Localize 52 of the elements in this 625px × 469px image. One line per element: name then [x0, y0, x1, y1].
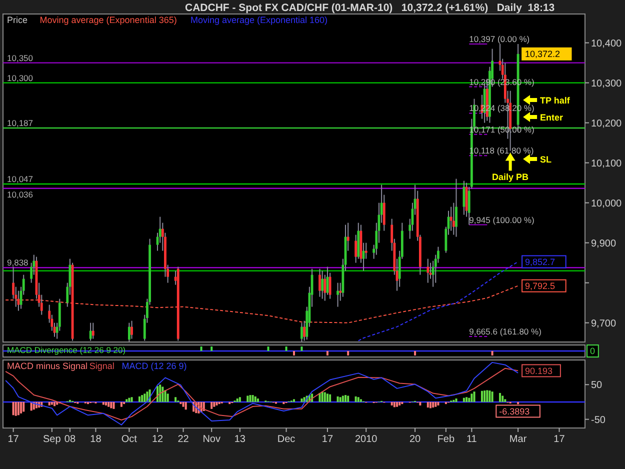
y-tick-label: 10,000: [591, 198, 622, 210]
y-tick-label: 10,200: [591, 118, 622, 130]
x-tick-label: 20: [409, 434, 422, 445]
y-tick-label: 10,100: [591, 158, 622, 170]
text: Signal: [89, 361, 114, 371]
y-tick-label: 10,300: [591, 78, 622, 90]
annotation: TP half: [540, 96, 571, 106]
x-tick-label: 17: [322, 434, 334, 445]
annotation: 10,372.2: [525, 49, 560, 60]
x-tick-label: 13: [234, 434, 246, 445]
y-tick-label: -50: [591, 414, 606, 426]
ref-line-label: 10,036: [7, 189, 34, 200]
data-label: 9,945 (100.00 %): [469, 214, 534, 225]
text: Moving average (Exponential 160): [190, 15, 328, 25]
ref-line-label: 10,350: [7, 52, 34, 63]
data-label: -6.3893: [499, 406, 530, 416]
x-tick-label: Sep: [43, 434, 62, 445]
x-tick-label: 11: [466, 434, 478, 445]
ref-line-label: 10,187: [7, 118, 34, 128]
x-tick-label: 12: [152, 434, 164, 445]
data-label: 9,792.5: [525, 281, 556, 291]
data-label: 9,852.7: [525, 256, 556, 267]
x-tick-label: Oct: [121, 434, 138, 445]
y-tick-label: 9,900: [591, 238, 616, 250]
ref-line-label: 10,300: [7, 72, 34, 83]
x-tick-label: 2010: [354, 434, 378, 445]
y-tick-label: 10,400: [591, 38, 622, 50]
data-label: 90.193: [525, 366, 553, 376]
x-tick-label: 08: [64, 434, 76, 445]
x-tick-label: Nov: [202, 434, 220, 445]
annotation: Enter: [540, 112, 564, 122]
x-tick-label: 17: [554, 434, 566, 445]
text: MACD minus Signal: [7, 361, 88, 371]
x-tick-label: Dec: [277, 434, 296, 445]
y-tick-label: 50: [591, 380, 603, 392]
x-tick-label: 18: [90, 434, 102, 445]
x-tick-label: 22: [178, 434, 190, 445]
x-tick-label: Mar: [509, 434, 528, 445]
y-axis-title: Price: [7, 15, 28, 25]
data-label: 9,665.6 (161.80 %): [469, 326, 542, 337]
chart-title: CADCHF - Spot FX CAD/CHF (01-MAR-10) 10,372.2 (+1.61%) Daily 18:13: [185, 2, 555, 14]
data-label: 10,397 (0.00 %): [469, 34, 530, 44]
x-tick-label: 17: [8, 434, 20, 445]
x-tick-label: Feb: [437, 434, 455, 445]
annotation: SL: [540, 154, 552, 164]
series-label: MACD (12 26 9): [122, 361, 187, 371]
y-tick-label: 9,700: [591, 318, 616, 330]
annotation: Daily PB: [492, 172, 530, 182]
text: Moving average (Exponential 365): [40, 15, 177, 25]
ref-line-label: 10,047: [7, 174, 34, 184]
annotation: 0: [590, 346, 596, 356]
ref-line-label: 9,838: [7, 258, 29, 268]
